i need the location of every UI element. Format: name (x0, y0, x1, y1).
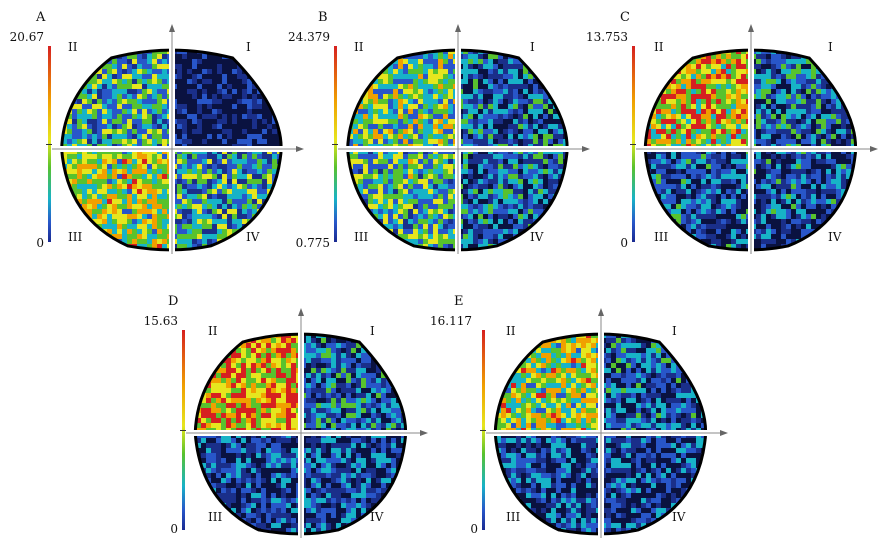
colorbar-min-label: 0 (170, 522, 178, 536)
quadrant-label-ii: II (68, 40, 78, 54)
panel-e: E 16.117 0 II I III IV (430, 292, 728, 542)
quadrant-label-i: I (246, 40, 251, 54)
quadrant-label-iii: III (354, 230, 369, 244)
quadrant-label-i: I (828, 40, 833, 54)
colorbar-max-label: 20.67 (9, 30, 44, 44)
heatmap-image (186, 308, 428, 538)
x-axis-arrow-icon (420, 430, 428, 436)
colorbar-min-label: 0.775 (295, 236, 330, 250)
quadrant-label-iv: IV (672, 510, 686, 524)
colorbar-max-label: 16.117 (430, 314, 472, 328)
colorbar-tick (480, 430, 486, 431)
panel-label: E (454, 294, 464, 309)
panel-b: B 24.379 0.775 II I III IV (288, 8, 590, 258)
y-axis-arrow-icon (169, 24, 175, 32)
quadrant-label-ii: II (506, 324, 516, 338)
colorbar-tick (332, 144, 338, 145)
quadrant-label-iii: III (68, 230, 83, 244)
colorbar-max-label: 24.379 (288, 30, 330, 44)
quadrant-label-iii: III (506, 510, 521, 524)
quadrant-label-i: I (672, 324, 677, 338)
y-axis-arrow-icon (598, 308, 604, 316)
colorbar-tick (630, 144, 636, 145)
colorbar-tick (180, 430, 186, 431)
colorbar-min-label: 0 (36, 236, 44, 250)
heatmap-image (486, 308, 728, 538)
panel-d: D 15.63 0 II I III IV (138, 292, 428, 542)
y-axis-arrow-icon (748, 24, 754, 32)
x-axis-arrow-icon (296, 146, 304, 152)
quadrant-label-iv: IV (828, 230, 842, 244)
heatmap-image (338, 24, 590, 254)
panel-c: C 13.753 0 II I III IV (586, 8, 878, 258)
x-axis-arrow-icon (582, 146, 590, 152)
x-axis-arrow-icon (720, 430, 728, 436)
panel-label: A (36, 10, 46, 25)
x-axis-arrow-icon (870, 146, 878, 152)
panel-a: A 20.67 0 II I III IV (8, 8, 304, 258)
quadrant-label-i: I (370, 324, 375, 338)
y-axis-arrow-icon (455, 24, 461, 32)
quadrant-label-iv: IV (246, 230, 260, 244)
colorbar-min-label: 0 (620, 236, 628, 250)
quadrant-label-ii: II (354, 40, 364, 54)
quadrant-label-iv: IV (530, 230, 544, 244)
heatmap-image (52, 24, 304, 254)
colorbar-min-label: 0 (470, 522, 478, 536)
quadrant-label-iii: III (654, 230, 669, 244)
heatmap-image (636, 24, 878, 254)
quadrant-label-iii: III (208, 510, 223, 524)
quadrant-label-ii: II (208, 324, 218, 338)
panel-label: C (620, 10, 630, 25)
colorbar-max-label: 15.63 (143, 314, 178, 328)
colorbar-tick (46, 144, 52, 145)
quadrant-label-ii: II (654, 40, 664, 54)
panel-label: B (318, 10, 328, 25)
quadrant-label-i: I (530, 40, 535, 54)
quadrant-label-iv: IV (370, 510, 384, 524)
colorbar-max-label: 13.753 (586, 30, 628, 44)
panel-label: D (168, 294, 179, 309)
y-axis-arrow-icon (298, 308, 304, 316)
